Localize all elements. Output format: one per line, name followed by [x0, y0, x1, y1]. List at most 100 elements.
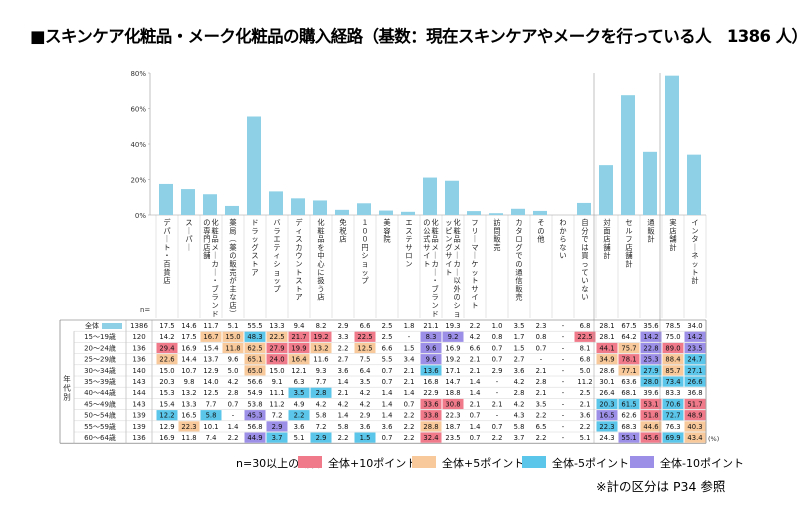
cell-value: 29.4 — [159, 344, 174, 352]
cell-value: 4.2 — [228, 378, 239, 386]
cell-value: 18.7 — [445, 423, 460, 431]
cell-value: 2.1 — [492, 400, 503, 408]
cell-value: 20.3 — [599, 400, 614, 408]
category-label-char: サ — [445, 251, 452, 260]
category-label-char: サ — [423, 243, 430, 252]
cell-value: 15.0 — [225, 333, 240, 341]
cell-value: 21.1 — [423, 322, 438, 330]
category-label-char: 品 — [317, 235, 324, 244]
cell-value: - — [562, 400, 565, 408]
cell-value: 2.1 — [580, 400, 591, 408]
cell-value: 22.9 — [423, 389, 438, 397]
cell-value: 26.6 — [687, 378, 702, 386]
cell-value: - — [562, 356, 565, 364]
category-label-char: メ — [431, 243, 438, 252]
category-label-char: ブ — [211, 284, 218, 293]
category-label-char: ス — [251, 251, 258, 260]
cell-value: 14.4 — [181, 356, 196, 364]
cell-value: 13.2 — [181, 389, 196, 397]
note: ※計の区分は P34 参照 — [596, 479, 726, 494]
cell-value: 36.8 — [687, 389, 702, 397]
cell-highlight — [662, 398, 684, 410]
cell-highlight — [420, 432, 442, 443]
cell-value: 61.5 — [621, 400, 636, 408]
cell-highlight — [684, 354, 706, 365]
cell-value: 63.6 — [621, 378, 636, 386]
category-label-char: 粧 — [317, 226, 324, 235]
cell-value: 0.7 — [470, 434, 481, 442]
category-label-char: で — [581, 235, 588, 244]
row-label: 全体 — [85, 321, 99, 330]
bar-15 — [489, 213, 503, 215]
cell-value: 28.8 — [423, 423, 438, 431]
cell-value: 44.9 — [247, 434, 262, 442]
cell-value: 0.8 — [536, 333, 547, 341]
category-label-char: ス — [405, 226, 412, 235]
cell-value: 16.4 — [291, 356, 306, 364]
category-label-char: 式 — [423, 235, 430, 244]
category-label-char: て — [581, 268, 588, 277]
category-label-char: ネ — [691, 251, 698, 260]
cell-value: 2.9 — [316, 434, 327, 442]
cell-value: 3.5 — [360, 378, 371, 386]
cell-value: 65.1 — [247, 356, 262, 364]
row-n: 139 — [132, 412, 145, 420]
cell-value: 51.7 — [687, 400, 702, 408]
cell-value: 53.8 — [247, 400, 262, 408]
bar-7 — [313, 200, 327, 215]
cell-value: 56.8 — [247, 423, 262, 431]
category-label-char: 円 — [361, 243, 368, 252]
category-label-char: 美 — [383, 218, 390, 227]
cell-value: 89.0 — [665, 344, 680, 352]
category-label-char: ら — [559, 235, 566, 244]
cell-highlight — [288, 387, 310, 398]
cell-highlight — [244, 432, 266, 443]
cell-value: 3.5 — [514, 322, 525, 330]
category-label-char: メ — [211, 243, 218, 252]
cell-highlight — [640, 365, 662, 376]
category-label-char: 貨 — [163, 268, 170, 277]
cell-value: 3.5 — [536, 400, 547, 408]
category-label-char: の — [515, 260, 522, 269]
cell-value: 3.6 — [382, 423, 393, 431]
category-label-char: ス — [295, 235, 302, 244]
category-label-char: テ — [273, 243, 280, 252]
category-label-char: 売 — [493, 243, 500, 252]
cell-highlight — [200, 410, 222, 421]
category-label-char: 化 — [317, 218, 324, 227]
y-tick-label: 0% — [135, 212, 146, 220]
category-label-char: 薬 — [229, 243, 236, 252]
age-group-label: 代 — [63, 383, 71, 393]
category-label-char: ｜ — [453, 268, 460, 277]
bar-22 — [643, 151, 657, 215]
row-label: 40～44歳 — [84, 388, 116, 397]
cell-value: 19.3 — [445, 322, 460, 330]
cell-highlight — [596, 354, 618, 365]
cell-value: 11.6 — [313, 356, 328, 364]
cell-highlight — [442, 331, 464, 342]
cell-value: 22.6 — [159, 356, 174, 364]
cell-highlight — [266, 421, 288, 432]
cell-value: 26.4 — [599, 389, 614, 397]
category-label-char: １ — [361, 218, 368, 227]
cell-value: 2.1 — [404, 378, 415, 386]
cell-value: 11.8 — [181, 434, 196, 442]
cell-highlight — [662, 354, 684, 365]
cell-highlight — [640, 331, 662, 342]
category-label-char: イ — [471, 293, 478, 302]
legend-label-plus10: 全体+10ポイント — [328, 457, 418, 470]
bar-16 — [511, 208, 525, 215]
category-label-char: バ — [273, 218, 280, 227]
bar-20 — [599, 165, 613, 215]
cell-highlight — [618, 398, 640, 410]
cell-highlight — [288, 354, 310, 365]
cell-value: 2.9 — [272, 423, 283, 431]
cell-value: 7.7 — [206, 400, 217, 408]
category-label-char: 自 — [581, 218, 588, 227]
category-label-char: 以 — [453, 276, 460, 285]
category-label-char: 品 — [211, 235, 218, 244]
category-label-char: ィ — [295, 226, 302, 235]
cell-value: 44.6 — [643, 423, 658, 431]
cell-value: 6.8 — [580, 356, 591, 364]
cell-highlight — [684, 376, 706, 387]
